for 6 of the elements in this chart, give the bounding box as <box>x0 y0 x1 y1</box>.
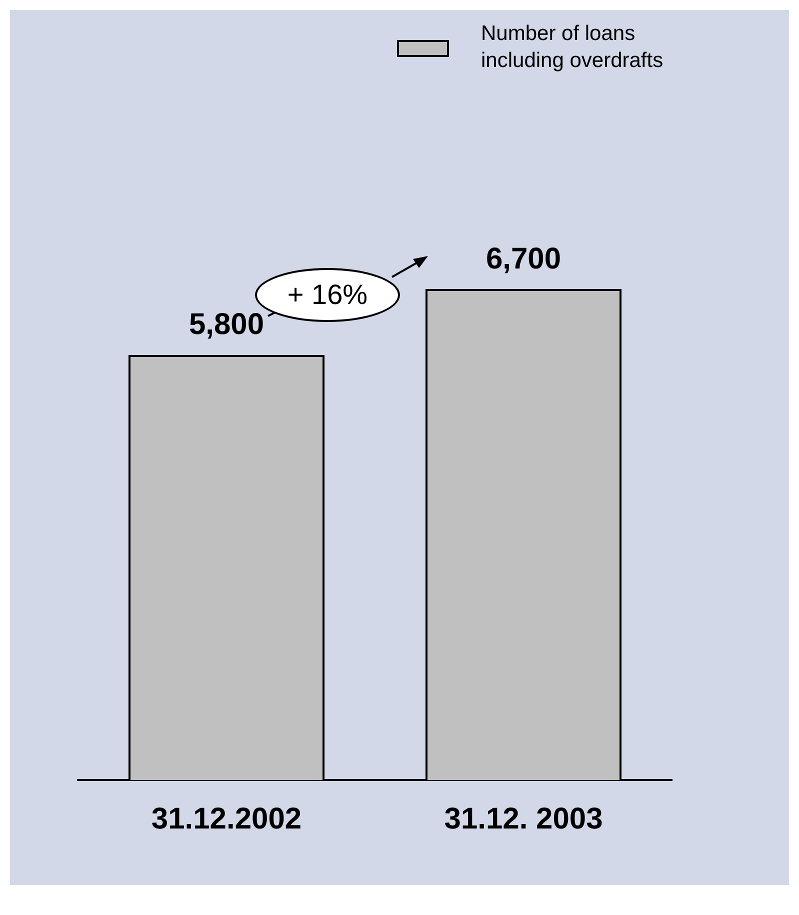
annotation: + 16% <box>287 279 368 310</box>
x-tick-label: 31.12. 2003 <box>444 802 603 836</box>
text: Number of loans including overdrafts <box>481 21 664 74</box>
data-label: 6,700 <box>486 242 562 276</box>
data-label: 5,800 <box>188 308 264 342</box>
x-tick-label: 31.12.2002 <box>151 802 302 836</box>
